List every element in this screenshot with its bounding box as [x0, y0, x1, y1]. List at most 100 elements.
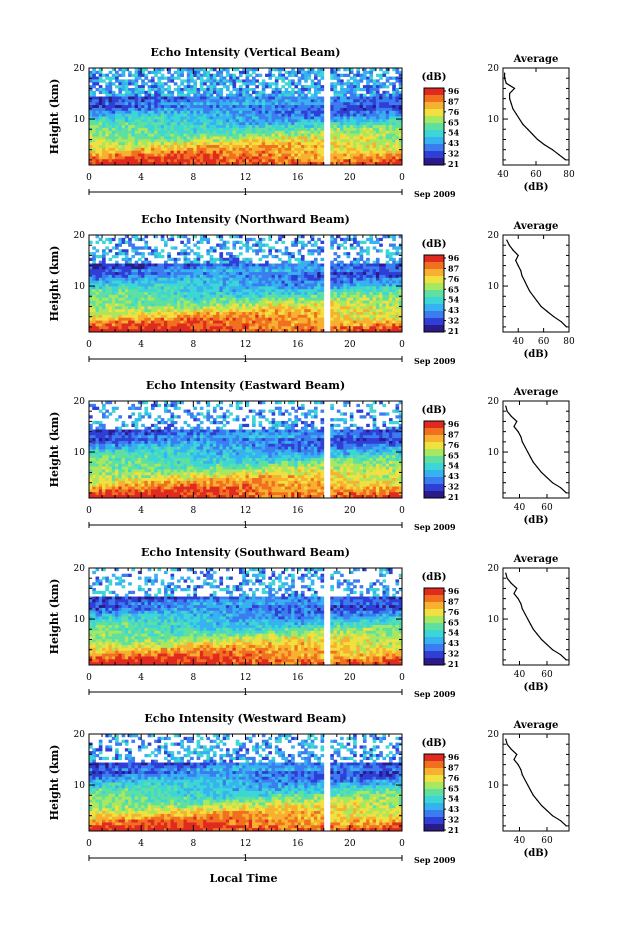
- average-profile-point: [517, 764, 519, 766]
- colorbar-unit: (dB): [422, 738, 447, 749]
- colorbar-tick-label: 21: [448, 492, 459, 502]
- colorbar-tick-label: 65: [448, 117, 459, 127]
- average-profile-line: [505, 738, 567, 827]
- average-profile-point: [515, 113, 517, 115]
- x-tick-label: 16: [292, 506, 304, 516]
- average-profile-point: [513, 758, 515, 761]
- colorbar-tick-label: 54: [448, 461, 460, 471]
- colorbar: [423, 254, 446, 333]
- colorbar: [423, 420, 446, 499]
- average-profile-point: [517, 431, 519, 433]
- average-y-tick-label: 10: [488, 282, 500, 292]
- panel-3: Echo Intensity (Eastward Beam)1020Height…: [48, 379, 570, 532]
- date-marker: 1: [243, 854, 249, 864]
- x-tick-label: 20: [344, 506, 356, 516]
- colorbar-tick-label: 65: [448, 783, 459, 793]
- average-profile-point: [518, 118, 521, 120]
- average-profile-point: [540, 638, 543, 641]
- average-profile-point: [517, 265, 519, 267]
- average-profile-point: [546, 643, 548, 646]
- colorbar-unit: (dB): [422, 239, 447, 250]
- y-tick-label: 10: [74, 282, 86, 292]
- date-marker: 1: [243, 688, 249, 698]
- average-profile-point: [532, 628, 534, 630]
- y-axis-label: Height (km): [48, 579, 61, 655]
- average-x-label: (dB): [524, 349, 549, 360]
- average-title: Average: [513, 387, 559, 398]
- y-tick-label: 10: [74, 615, 86, 625]
- average-profile-point: [536, 633, 538, 635]
- data-gap: [324, 568, 328, 665]
- average-profile-point: [560, 487, 562, 489]
- x-tick-label: 4: [138, 340, 144, 350]
- average-title: Average: [513, 54, 559, 65]
- average-profile-line: [505, 572, 567, 661]
- average-profile-point: [517, 254, 519, 257]
- panel-title: Echo Intensity (Vertical Beam): [150, 46, 340, 59]
- colorbar-unit: (dB): [422, 572, 447, 583]
- data-gap: [324, 235, 328, 332]
- x-tick-label: 0: [86, 506, 92, 516]
- average-profile-point: [520, 270, 522, 272]
- colorbar-tick-label: 54: [448, 794, 460, 804]
- heatmap-cells: [89, 68, 403, 166]
- colorbar-tick-label: 32: [448, 649, 459, 659]
- x-tick-label: 8: [190, 839, 196, 849]
- colorbar-tick-label: 87: [448, 596, 459, 606]
- average-profile-point: [508, 244, 510, 246]
- colorbar-tick-label: 32: [448, 482, 459, 492]
- x-tick-label: 0: [86, 340, 92, 350]
- x-tick-label: 0: [86, 673, 92, 683]
- average-profile-point: [536, 300, 538, 302]
- colorbar-tick-label: 21: [448, 326, 459, 336]
- x-tick-label: 8: [190, 673, 196, 683]
- average-profile-line: [505, 405, 567, 494]
- average-profile-point: [506, 577, 508, 579]
- y-axis-label: Height (km): [48, 246, 61, 322]
- heatmap-cells: [89, 568, 403, 666]
- average-x-tick-label: 40: [514, 503, 526, 513]
- x-tick-label: 20: [344, 839, 356, 849]
- average-profile-point: [532, 295, 535, 297]
- average-profile-line: [506, 239, 567, 328]
- colorbar-tick-label: 96: [448, 586, 460, 596]
- average-profile-point: [516, 587, 518, 590]
- average-profile-point: [505, 572, 507, 574]
- average-profile-point: [513, 425, 515, 428]
- average-profile-point: [506, 239, 508, 241]
- x-tick-label: 20: [344, 673, 356, 683]
- x-tick-label: 0: [399, 340, 405, 350]
- average-profile-point: [524, 446, 526, 448]
- colorbar-tick-label: 43: [448, 471, 460, 481]
- panel-2: Echo Intensity (Northward Beam)1020Heigh…: [48, 213, 575, 366]
- panel-title: Echo Intensity (Northward Beam): [141, 213, 350, 226]
- average-profile-point: [540, 471, 543, 474]
- average-profile-point: [540, 305, 542, 308]
- average-profile-point: [527, 784, 529, 786]
- date-label: Sep 2009: [414, 522, 456, 532]
- average-profile-point: [515, 259, 517, 262]
- colorbar-tick-label: 87: [448, 96, 459, 106]
- date-marker: 1: [243, 355, 249, 365]
- average-profile-point: [553, 316, 555, 318]
- average-profile-point: [558, 154, 560, 156]
- y-tick-label: 10: [74, 781, 86, 791]
- average-panel: Average 10 20 40 60 80 (dB): [488, 54, 575, 193]
- average-title: Average: [513, 221, 559, 232]
- average-profile-point: [512, 108, 514, 110]
- average-y-tick-label: 20: [488, 730, 500, 740]
- average-profile-point: [513, 592, 515, 595]
- date-label: Sep 2009: [414, 689, 456, 699]
- average-profile-point: [524, 613, 526, 615]
- heatmap-cells: [89, 734, 403, 832]
- data-gap: [324, 401, 328, 498]
- average-x-tick-label: 40: [514, 670, 526, 680]
- average-profile-point: [520, 769, 522, 771]
- average-profile-point: [513, 87, 516, 90]
- average-profile-point: [505, 738, 507, 740]
- colorbar-tick-label: 76: [448, 274, 460, 284]
- average-profile-point: [551, 649, 554, 651]
- average-profile-point: [526, 285, 528, 287]
- y-tick-label: 20: [74, 730, 86, 740]
